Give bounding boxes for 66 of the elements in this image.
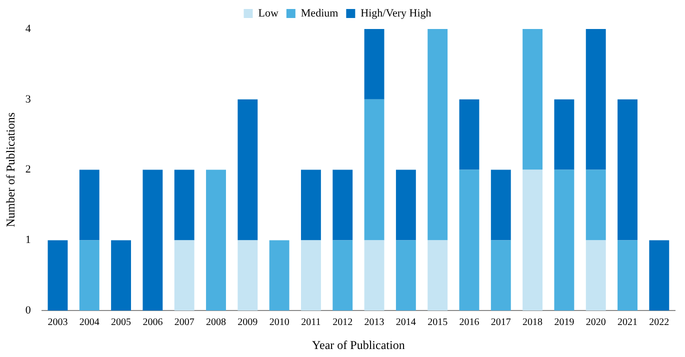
x-tick-label: 2011 [301,317,321,328]
y-tick-label: 0 [25,304,32,316]
bar [48,240,68,311]
bar [396,240,416,311]
x-tick-label: 2018 [522,317,543,328]
bar [332,170,353,240]
x-tick-label: 2014 [396,317,416,328]
bar [586,29,606,170]
y-tick-label: 1 [25,234,31,246]
x-tick-label: 2012 [332,317,353,328]
bar [618,99,638,240]
x-tick-label: 2009 [238,317,258,328]
x-tick-label: 2006 [142,317,163,328]
bar [618,240,638,311]
legend-label: High/Very High [360,7,432,20]
bar [174,170,194,240]
legend-label: Medium [300,7,339,20]
bar [490,170,511,240]
bar [586,240,606,311]
y-tick-label: 4 [25,22,32,35]
x-tick-label: 2021 [618,317,638,328]
x-tick-label: 2022 [649,317,670,328]
bar [459,170,480,311]
bar [238,99,258,240]
x-tick-label: 2010 [269,317,290,328]
x-tick-label: 2007 [174,317,194,328]
bar [269,240,290,311]
bar [300,170,321,240]
x-tick-label: 2003 [48,317,68,328]
bar [428,240,448,311]
x-tick-label: 2020 [586,317,606,328]
bar [111,240,132,311]
bar [79,170,100,240]
x-tick-label: 2016 [459,317,480,328]
x-axis-title: Year of Publication [312,338,405,352]
bar [142,170,163,311]
bar [300,240,321,311]
legend-label: Low [258,7,278,20]
x-tick-label: 2008 [206,317,226,328]
y-tick-label: 2 [25,164,31,176]
x-tick-label: 2004 [79,317,100,328]
bar [174,240,194,311]
bar [364,99,384,240]
bar [649,240,670,311]
x-tick-label: 2005 [111,317,132,328]
bar [364,29,384,100]
x-tick-label: 2017 [490,317,511,328]
bar [459,99,480,170]
bar [586,170,606,240]
y-tick-label: 3 [25,93,32,106]
bar [396,170,416,240]
bar [332,240,353,311]
bar [238,240,258,311]
bar [79,240,100,311]
bar [554,170,574,311]
bar [490,240,511,311]
x-tick-label: 2015 [428,317,448,328]
bar [428,29,448,240]
bar [206,170,226,311]
bar [554,99,574,170]
x-tick-label: 2019 [554,317,574,328]
x-tick-label: 2013 [364,317,384,328]
bar [522,170,543,311]
y-axis-title: Number of Publications [3,112,18,228]
bar [364,240,384,311]
bar [522,29,543,170]
